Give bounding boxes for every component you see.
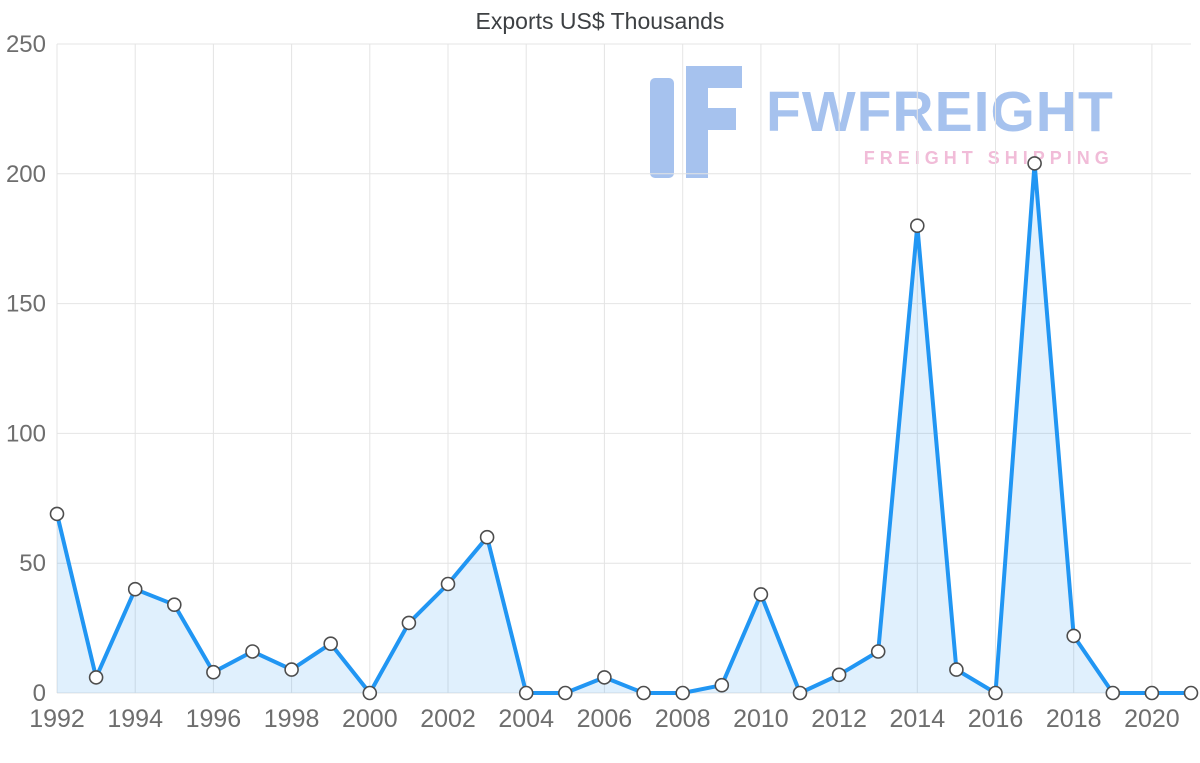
data-point-2015[interactable] xyxy=(949,662,964,677)
data-point-1996[interactable] xyxy=(206,664,221,680)
y-tick-label-200: 200 xyxy=(6,161,46,188)
data-point-2011[interactable] xyxy=(792,685,808,701)
x-tick-label-2020: 2020 xyxy=(1124,705,1180,733)
x-tick-label-2016: 2016 xyxy=(968,705,1024,733)
data-point-2016[interactable] xyxy=(988,685,1003,701)
data-point-2012[interactable] xyxy=(831,667,847,683)
y-tick-label-150: 150 xyxy=(6,291,46,318)
data-point-2007[interactable] xyxy=(636,685,651,701)
x-tick-label-2008: 2008 xyxy=(655,705,711,733)
data-point-2008[interactable] xyxy=(675,685,691,701)
data-point-2021[interactable] xyxy=(1183,685,1199,701)
x-tick-label-1994: 1994 xyxy=(107,705,163,733)
data-point-2018[interactable] xyxy=(1066,628,1081,644)
data-point-1998[interactable] xyxy=(284,662,299,677)
watermark-brand: FWFREIGHT xyxy=(766,80,1114,144)
data-point-2003[interactable] xyxy=(479,529,495,545)
x-tick-label-2002: 2002 xyxy=(420,705,476,733)
data-point-1997[interactable] xyxy=(245,644,260,659)
data-point-1992[interactable] xyxy=(49,506,65,522)
x-tick-label-2012: 2012 xyxy=(811,705,867,733)
watermark: FWFREIGHT FREIGHT SHIPPING xyxy=(650,66,1114,178)
data-point-2014[interactable] xyxy=(909,218,925,233)
data-point-2000[interactable] xyxy=(362,685,378,701)
y-tick-label-50: 50 xyxy=(19,550,46,577)
data-point-2002[interactable] xyxy=(440,576,456,592)
data-point-1999[interactable] xyxy=(323,636,339,652)
chart-title: Exports US$ Thousands xyxy=(475,8,725,34)
data-point-2013[interactable] xyxy=(870,644,886,659)
x-tick-label-2004: 2004 xyxy=(498,705,554,733)
data-point-2009[interactable] xyxy=(714,677,730,693)
area-fill xyxy=(57,163,1191,693)
x-tick-label-1998: 1998 xyxy=(264,705,320,733)
data-point-2019[interactable] xyxy=(1105,685,1121,701)
x-tick-label-2014: 2014 xyxy=(889,705,945,733)
x-tick-label-2000: 2000 xyxy=(342,705,398,733)
data-point-1993[interactable] xyxy=(88,670,104,685)
data-point-2004[interactable] xyxy=(518,685,534,701)
y-tick-label-100: 100 xyxy=(6,420,46,447)
data-point-1994[interactable] xyxy=(127,581,143,597)
series-line xyxy=(55,161,1193,695)
data-point-2005[interactable] xyxy=(557,685,573,701)
x-tick-label-2018: 2018 xyxy=(1046,705,1102,733)
y-tick-label-250: 250 xyxy=(6,31,46,58)
watermark-text: FWFREIGHT FREIGHT SHIPPING xyxy=(766,66,1114,169)
data-point-1995[interactable] xyxy=(167,597,182,613)
x-tick-label-2006: 2006 xyxy=(577,705,633,733)
data-point-2001[interactable] xyxy=(401,615,417,631)
x-tick-label-2010: 2010 xyxy=(733,705,789,733)
data-point-2020[interactable] xyxy=(1144,685,1160,701)
data-point-2010[interactable] xyxy=(753,587,769,602)
data-point-2006[interactable] xyxy=(597,670,612,685)
x-tick-label-1992: 1992 xyxy=(29,705,85,733)
x-tick-label-1996: 1996 xyxy=(186,705,242,733)
y-tick-label-0: 0 xyxy=(33,680,46,707)
watermark-tagline: FREIGHT SHIPPING xyxy=(863,148,1114,168)
data-point-2017[interactable] xyxy=(1027,156,1042,171)
fwfreight-logo-icon xyxy=(650,66,742,178)
